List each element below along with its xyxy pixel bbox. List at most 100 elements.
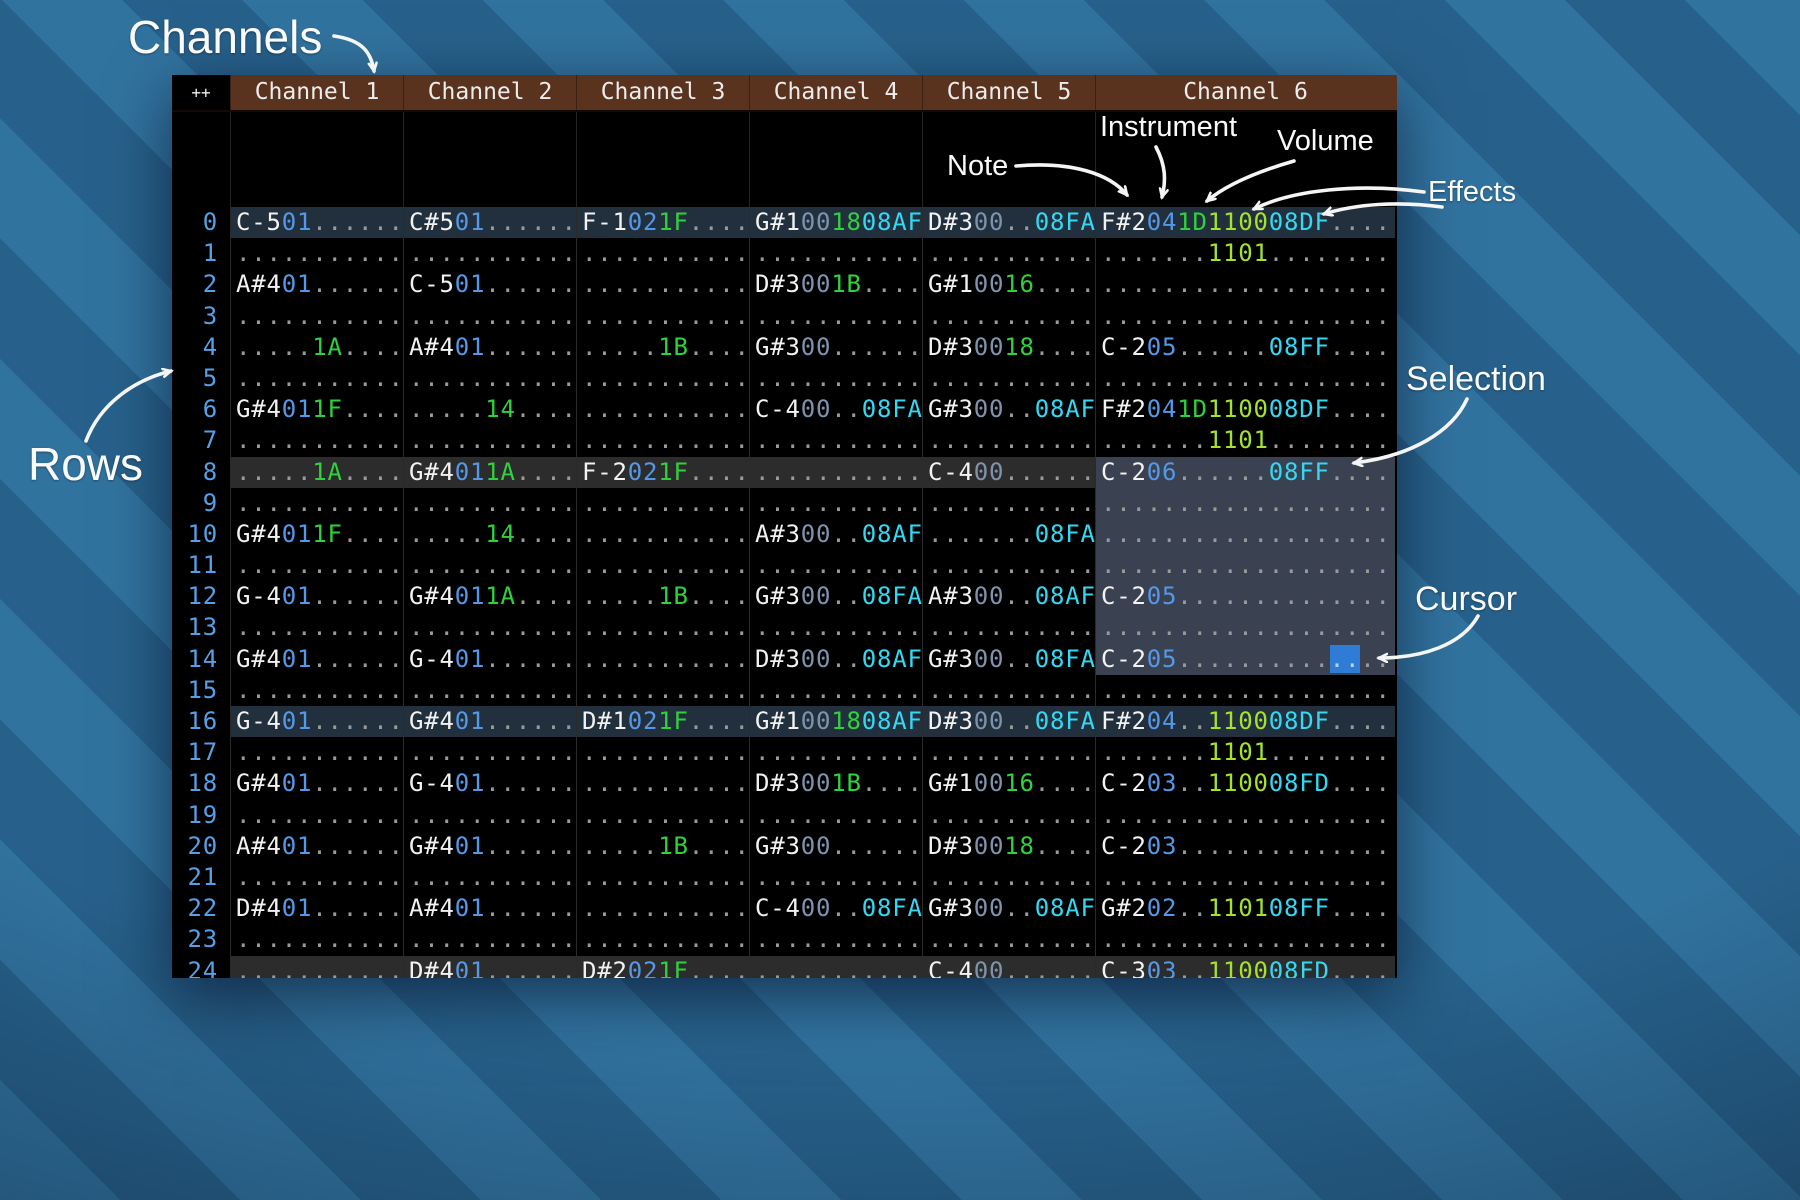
pattern-cell[interactable]: ........... [230, 674, 403, 706]
pattern-cell[interactable]: ........... [922, 861, 1095, 894]
pattern-cell[interactable]: ........... [230, 737, 403, 769]
pattern-cell[interactable]: ........... [230, 238, 403, 270]
pattern-cell[interactable]: G#10016.... [922, 768, 1095, 800]
pattern-cell[interactable]: .....14.... [403, 394, 576, 426]
pattern-cell[interactable]: ........... [922, 674, 1095, 706]
pattern-cell[interactable]: ........... [922, 612, 1095, 644]
pattern-cell[interactable]: ........... [749, 238, 922, 270]
pattern-cell[interactable]: ........... [576, 550, 749, 582]
pattern-cell[interactable]: D#300..08AF [749, 643, 922, 675]
pattern-cell[interactable]: ........... [403, 362, 576, 395]
pattern-cell[interactable]: .....1B.... [576, 581, 749, 613]
pattern-cell[interactable]: .......1101........ [1095, 425, 1395, 457]
pattern-cell[interactable]: ........... [576, 612, 749, 644]
pattern-cell[interactable]: ................... [1095, 269, 1395, 301]
pattern-cell[interactable]: ........... [922, 924, 1095, 956]
pattern-cell[interactable]: ................... [1095, 924, 1395, 956]
pattern-cell[interactable]: ........... [749, 924, 922, 956]
pattern-cell[interactable]: F#2041D110008DF.... [1095, 394, 1395, 426]
pattern-cell[interactable]: D#401...... [230, 893, 403, 925]
pattern-cell[interactable]: ........... [230, 955, 403, 978]
pattern-cell[interactable]: ........... [749, 737, 922, 769]
pattern-cell[interactable]: G-401...... [403, 643, 576, 675]
pattern-cell[interactable]: ........... [922, 300, 1095, 332]
pattern-cell[interactable]: ........... [749, 487, 922, 519]
pattern-cell[interactable]: G#4011A.... [403, 581, 576, 613]
pattern-cell[interactable]: ........... [576, 300, 749, 332]
pattern-cell[interactable]: ........... [230, 799, 403, 831]
pattern-cell[interactable]: G#300..08FA [922, 643, 1095, 675]
pattern-cell[interactable]: ................... [1095, 487, 1395, 519]
pattern-cell[interactable]: G#401...... [403, 830, 576, 862]
pattern-cell[interactable]: ........... [922, 238, 1095, 270]
pattern-cursor[interactable]: .. [1329, 644, 1361, 673]
pattern-cell[interactable]: A#401...... [403, 893, 576, 925]
pattern-cell[interactable]: ........... [749, 456, 922, 488]
pattern-cell[interactable]: F#2041D110008DF.... [1095, 207, 1395, 239]
pattern-cell[interactable]: ........... [749, 300, 922, 332]
pattern-cell[interactable]: ........... [403, 861, 576, 894]
pattern-cell[interactable]: ........... [576, 362, 749, 395]
pattern-cell[interactable]: ........... [576, 799, 749, 831]
pattern-cell[interactable]: D#300..08FA [922, 207, 1095, 239]
pattern-cell[interactable]: ................... [1095, 300, 1395, 332]
pattern-cell[interactable]: ........... [576, 674, 749, 706]
pattern-cell[interactable]: ........... [749, 674, 922, 706]
pattern-cell[interactable]: ........... [922, 550, 1095, 582]
pattern-cell[interactable]: G#300..08AF [922, 394, 1095, 426]
pattern-cell[interactable]: C-203..110008FD.... [1095, 768, 1395, 800]
pattern-cell[interactable]: ................... [1095, 799, 1395, 831]
pattern-cell[interactable]: C-400...... [922, 456, 1095, 488]
pattern-cell[interactable]: ........... [230, 861, 403, 894]
pattern-cell[interactable]: ........... [403, 799, 576, 831]
pattern-cell[interactable]: ........... [576, 394, 749, 426]
pattern-cell[interactable]: A#401...... [230, 269, 403, 301]
pattern-cell[interactable]: .....14.... [403, 518, 576, 551]
pattern-cell[interactable]: C-205.............. [1095, 643, 1395, 675]
pattern-cell[interactable]: D#300..08FA [922, 706, 1095, 738]
pattern-cell[interactable]: G-401...... [230, 706, 403, 738]
pattern-cell[interactable]: ........... [922, 425, 1095, 457]
pattern-cell[interactable]: G#10016.... [922, 269, 1095, 301]
pattern-cell[interactable]: A#401...... [230, 830, 403, 862]
pattern-cell[interactable]: G#300...... [749, 331, 922, 363]
pattern-cell[interactable]: C-400..08FA [749, 394, 922, 426]
pattern-cell[interactable]: D#1021F.... [576, 706, 749, 738]
pattern-cell[interactable]: D#3001B.... [749, 768, 922, 800]
pattern-cell[interactable]: C-501...... [403, 269, 576, 301]
pattern-cell[interactable]: G-401...... [230, 581, 403, 613]
pattern-cell[interactable]: ........... [922, 737, 1095, 769]
pattern-cell[interactable]: ........... [403, 674, 576, 706]
pattern-cell[interactable]: D#3001B.... [749, 269, 922, 301]
pattern-cell[interactable]: ................... [1095, 674, 1395, 706]
pattern-cell[interactable]: C-400...... [922, 955, 1095, 978]
pattern-cell[interactable]: ........... [576, 269, 749, 301]
pattern-cell[interactable]: C-205......08FF.... [1095, 331, 1395, 363]
pattern-cell[interactable]: .....1A.... [230, 331, 403, 363]
channel-header-4[interactable]: Channel 4 [749, 75, 922, 110]
pattern-cell[interactable]: G#4011A.... [403, 456, 576, 488]
pattern-cell[interactable]: ........... [576, 861, 749, 894]
pattern-cell[interactable]: ........... [230, 924, 403, 956]
pattern-cell[interactable]: ........... [922, 799, 1095, 831]
pattern-cell[interactable]: G#4011F.... [230, 518, 403, 551]
pattern-cell[interactable]: ........... [230, 550, 403, 582]
pattern-cell[interactable]: ........... [749, 362, 922, 395]
pattern-cell[interactable]: ........... [230, 300, 403, 332]
pattern-cell[interactable]: ........... [403, 487, 576, 519]
pattern-cell[interactable]: ........... [749, 425, 922, 457]
pattern-cell[interactable]: ................... [1095, 362, 1395, 395]
pattern-cell[interactable]: ........... [576, 238, 749, 270]
pattern-cell[interactable]: C-400..08FA [749, 893, 922, 925]
pattern-cell[interactable]: G#300..08FA [749, 581, 922, 613]
pattern-cell[interactable]: ........... [230, 362, 403, 395]
pattern-cell[interactable]: C-206......08FF.... [1095, 456, 1395, 488]
pattern-cell[interactable]: ........... [922, 487, 1095, 519]
pattern-cell[interactable]: G#401...... [403, 706, 576, 738]
pattern-cell[interactable]: ........... [749, 550, 922, 582]
pattern-cell[interactable]: C-303..110008FD.... [1095, 955, 1395, 978]
pattern-cell[interactable]: C#501...... [403, 207, 576, 239]
pattern-cell[interactable]: ........... [576, 768, 749, 800]
pattern-cell[interactable]: C-501...... [230, 207, 403, 239]
channel-header-3[interactable]: Channel 3 [576, 75, 749, 110]
